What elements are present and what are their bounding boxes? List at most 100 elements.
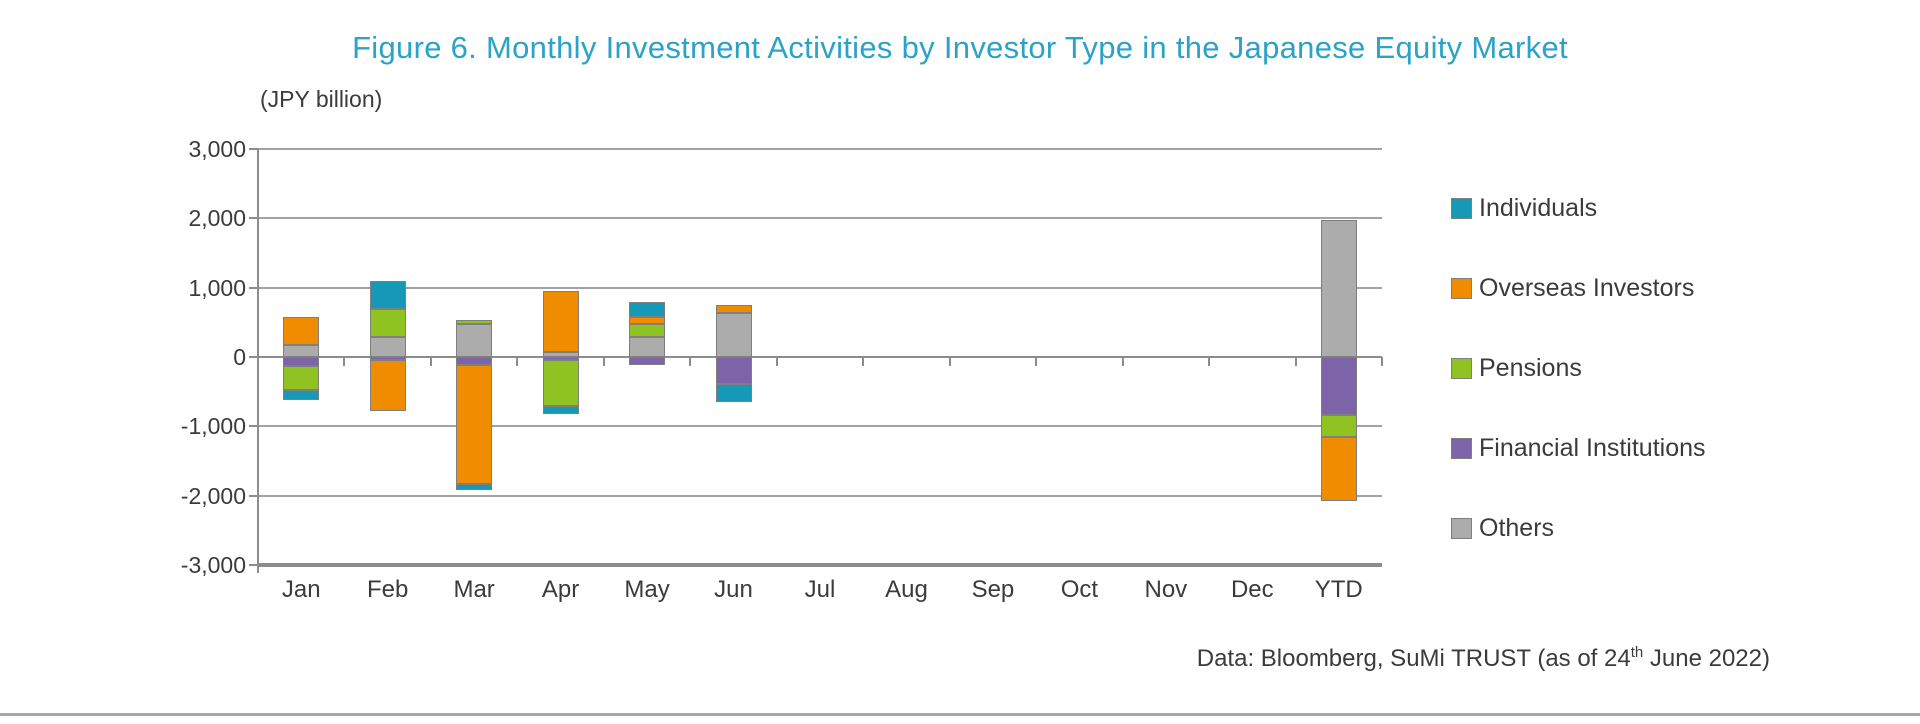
bar-segment (456, 483, 493, 491)
y-axis-tick (249, 148, 258, 150)
bar-segment (283, 317, 320, 346)
legend-label: Pensions (1479, 353, 1582, 382)
x-axis-tick (948, 357, 951, 366)
y-axis-tick (249, 564, 258, 566)
legend-swatch-financial-institutions (1451, 437, 1472, 459)
data-source-note: Data: Bloomberg, SuMi TRUST (as of 24th … (1197, 644, 1770, 673)
bar-segment (715, 357, 752, 384)
legend-item: Pensions (1451, 353, 1706, 383)
bar-segment (1320, 357, 1357, 415)
bar-segment (629, 357, 666, 366)
legend-swatch-pensions (1451, 357, 1472, 379)
bar-segment (456, 357, 493, 366)
x-axis-tick (1035, 357, 1038, 366)
legend-label: Individuals (1479, 193, 1598, 222)
x-tick-label: Nov (1144, 576, 1188, 603)
chart-legend: Individuals Overseas Investors Pensions Fin… (1451, 193, 1706, 593)
gridline (258, 425, 1382, 428)
gridline (258, 563, 1382, 567)
x-axis-tick (343, 357, 346, 366)
legend-label: Overseas Investors (1479, 273, 1695, 302)
legend-item: Others (1451, 513, 1706, 543)
legend-label: Financial Institutions (1479, 433, 1706, 462)
x-axis-tick (1208, 357, 1211, 366)
bottom-divider (0, 713, 1920, 716)
bar-segment (369, 336, 406, 357)
bar-segment (1320, 414, 1357, 438)
bar-segment (456, 323, 493, 357)
gridline (258, 217, 1382, 220)
y-axis-tick (249, 494, 258, 497)
x-axis-tick (602, 357, 605, 366)
x-axis-tick (1294, 357, 1297, 366)
bar-segment (283, 366, 320, 391)
y-axis-tick (249, 286, 258, 289)
x-axis-tick (689, 357, 692, 366)
legend-swatch-individuals (1451, 197, 1472, 219)
gridline (258, 494, 1382, 497)
bar-segment (542, 352, 579, 357)
x-axis-tick (862, 357, 865, 366)
bar-segment (629, 323, 666, 338)
bar-segment (629, 317, 666, 324)
legend-label: Others (1479, 513, 1555, 542)
legend-item: Financial Institutions (1451, 433, 1706, 463)
bar-segment (283, 357, 320, 366)
x-tick-label: Oct (1060, 576, 1099, 603)
bar-segment (715, 312, 752, 357)
y-axis-tick (249, 425, 258, 428)
bar-segment (369, 280, 406, 310)
x-tick-label: YTD (1314, 576, 1363, 603)
y-axis-tick (249, 356, 258, 358)
bar-segment (542, 291, 579, 353)
y-tick-label: 1,000 (188, 274, 246, 301)
gridline (258, 148, 1382, 150)
bar-segment (456, 365, 493, 484)
x-tick-label: Sep (971, 576, 1015, 603)
gridline (258, 286, 1382, 289)
zero-gridline (258, 356, 1382, 358)
x-axis-tick (429, 357, 432, 366)
x-tick-label: Dec (1230, 576, 1274, 603)
bar-segment (369, 309, 406, 337)
y-axis-unit-label: (JPY billion) (260, 86, 383, 112)
x-tick-label: Jun (714, 576, 753, 603)
y-axis-tick (249, 217, 258, 220)
x-tick-label: Aug (885, 576, 928, 603)
x-axis-tick (516, 357, 519, 366)
bar-segment (542, 405, 579, 415)
bar-segment (629, 337, 666, 357)
x-tick-label: Jul (804, 576, 836, 603)
y-tick-label: 3,000 (188, 136, 246, 162)
legend-swatch-others (1451, 517, 1472, 539)
x-tick-label: Feb (367, 576, 409, 603)
x-tick-label: Jan (281, 576, 321, 603)
x-axis-tick (775, 357, 778, 366)
data-source-text: Data: Bloomberg, SuMi TRUST (as of 24 (1196, 645, 1631, 672)
legend-item: Individuals (1451, 193, 1706, 223)
x-axis-tick (1381, 357, 1383, 366)
bar-segment (629, 302, 666, 318)
y-tick-label: 2,000 (188, 205, 246, 232)
y-tick-label: -1,000 (180, 413, 246, 440)
bar-segment (456, 319, 493, 324)
x-tick-label: Apr (541, 576, 580, 603)
bar-segment (283, 345, 320, 357)
x-tick-label: Mar (453, 576, 495, 603)
x-tick-label: May (624, 576, 670, 603)
bar-segment (369, 360, 406, 412)
bar-segment (1320, 220, 1357, 357)
y-axis-line (257, 148, 259, 573)
chart-title: Figure 6. Monthly Investment Activities … (352, 30, 1568, 65)
bar-segment (369, 357, 406, 361)
bar-segment (715, 383, 752, 402)
bar-segment (715, 305, 752, 313)
y-tick-label: 0 (233, 344, 246, 370)
legend-item: Overseas Investors (1451, 273, 1706, 303)
data-source-superscript: th (1630, 644, 1644, 661)
legend-swatch-overseas-investors (1451, 277, 1472, 299)
bar-segment (542, 357, 579, 361)
bar-segment (542, 360, 579, 406)
y-tick-label: -2,000 (180, 482, 246, 509)
